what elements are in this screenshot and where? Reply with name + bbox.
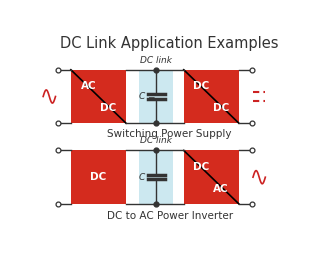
Text: =: = xyxy=(147,173,155,182)
Text: DC Link Application Examples: DC Link Application Examples xyxy=(60,36,279,52)
Bar xyxy=(71,70,126,123)
Bar xyxy=(71,150,126,204)
Bar xyxy=(184,150,239,204)
Text: DC: DC xyxy=(100,103,117,113)
Text: =: = xyxy=(147,92,155,101)
Bar xyxy=(184,70,239,123)
Text: AC: AC xyxy=(213,184,229,194)
Text: DC link: DC link xyxy=(140,56,172,65)
Text: DC: DC xyxy=(193,81,210,91)
Bar xyxy=(139,150,173,204)
Text: C: C xyxy=(138,92,144,101)
Bar xyxy=(139,70,173,123)
Text: DC: DC xyxy=(193,161,210,172)
Text: AC: AC xyxy=(81,81,96,91)
Text: DC: DC xyxy=(90,172,107,182)
Text: DC: DC xyxy=(213,103,229,113)
Text: C: C xyxy=(138,173,144,182)
Text: DC to AC Power Inverter: DC to AC Power Inverter xyxy=(107,211,233,221)
Text: Switching Power Supply: Switching Power Supply xyxy=(107,129,232,139)
Text: DC link: DC link xyxy=(140,137,172,145)
